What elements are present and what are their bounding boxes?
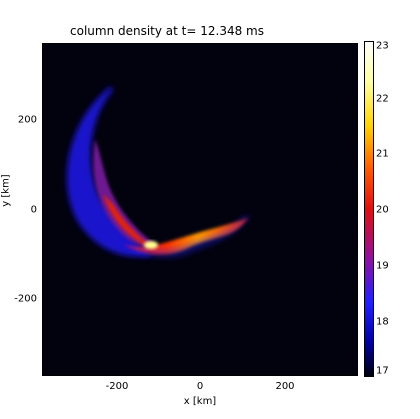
plot-title: column density at t= 12.348 ms <box>70 24 264 38</box>
colorbar-ticks: 23 22 21 20 19 18 17 <box>376 41 416 377</box>
colorbar-tick: 23 <box>376 40 389 52</box>
y-tick: 200 <box>17 114 37 126</box>
hot-spot <box>144 241 158 249</box>
colorbar-tick: 18 <box>376 316 389 328</box>
blue-crescent <box>66 86 153 257</box>
density-plot <box>42 43 358 376</box>
arm-halo <box>121 216 251 258</box>
y-axis-label: y [km] <box>0 174 12 207</box>
colorbar-tick: 22 <box>376 93 389 105</box>
x-tick: 0 <box>196 381 204 392</box>
colorbar-tick: 17 <box>376 365 389 377</box>
colorbar-tick: 19 <box>376 260 389 272</box>
x-tick: 200 <box>275 381 295 392</box>
y-tick: 0 <box>30 204 37 216</box>
colorbar-tick: 20 <box>376 204 389 216</box>
density-image <box>66 86 251 258</box>
colorbar <box>364 41 374 377</box>
y-tick: -200 <box>14 293 37 305</box>
x-axis-label: x [km] <box>183 396 217 407</box>
x-tick: -200 <box>105 381 129 392</box>
red-arc <box>103 194 158 251</box>
colorbar-tick: 21 <box>376 148 389 160</box>
